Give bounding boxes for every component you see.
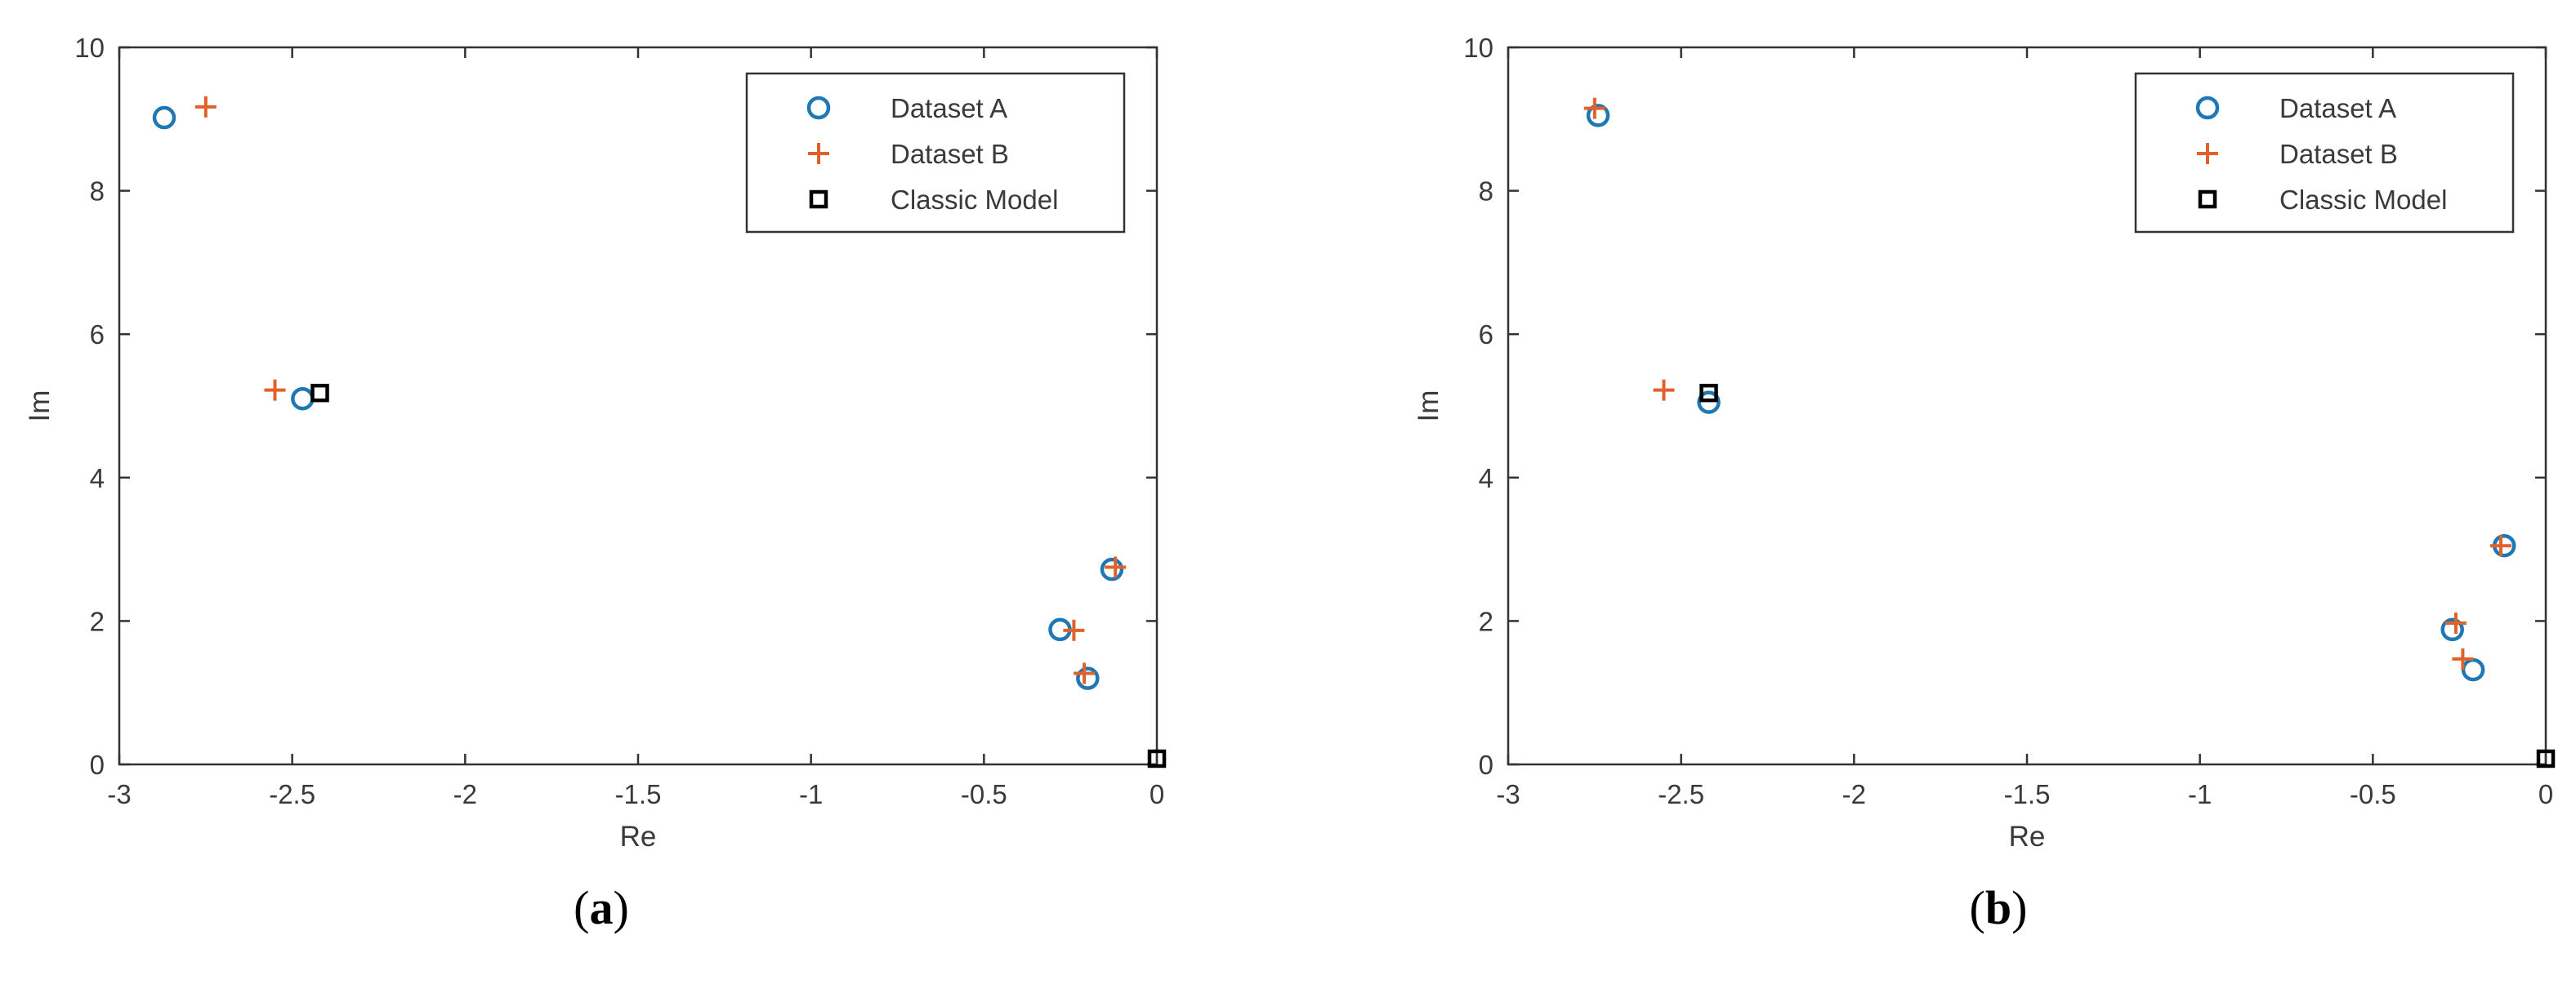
y-axis-label: Im	[1413, 390, 1444, 422]
x-tick-label: -1.5	[615, 779, 662, 809]
x-tick-label: -1	[2188, 779, 2212, 809]
data-point-square-series-3	[310, 383, 329, 403]
data-point-square-series-3	[1147, 749, 1167, 768]
x-tick-label: -2.5	[269, 779, 315, 809]
legend-marker-plus	[808, 143, 829, 164]
panel-label-a-open: (	[574, 881, 590, 934]
y-tick-label: 4	[1479, 463, 1493, 493]
legend-entry-label: Classic Model	[891, 185, 1058, 215]
data-point-circle-series-1	[1586, 104, 1610, 127]
y-tick-label: 0	[1479, 750, 1493, 780]
panel-label-a-letter: a	[589, 881, 614, 934]
x-tick-label: 0	[1150, 779, 1164, 809]
y-tick-label: 10	[74, 33, 105, 63]
legend-marker-square	[809, 189, 828, 209]
data-point-circle-series-1	[1076, 666, 1100, 690]
data-point-plus-series-2	[2444, 613, 2467, 635]
panel-label-b-letter: b	[1984, 881, 2012, 934]
data-point-circle-series-1	[1100, 557, 1124, 581]
x-tick-label: -1	[799, 779, 823, 809]
y-tick-label: 10	[1463, 33, 1493, 63]
panel-label-b-close: )	[2011, 881, 2028, 934]
x-tick-label: -3	[107, 779, 131, 809]
panel-label-a: (a)	[520, 880, 683, 935]
legend-entry-label: Dataset B	[891, 139, 1009, 169]
y-tick-label: 8	[1479, 176, 1493, 207]
data-point-plus-series-2	[1105, 556, 1127, 578]
data-point-circle-series-1	[2440, 617, 2464, 642]
legend-marker-circle	[806, 96, 831, 120]
data-point-plus-series-2	[2452, 648, 2474, 670]
data-point-circle-series-1	[152, 105, 176, 130]
y-axis-label: Im	[24, 390, 56, 422]
data-point-circle-series-1	[1697, 390, 1721, 414]
data-point-plus-series-2	[1653, 379, 1675, 401]
x-axis-label: Re	[620, 821, 657, 853]
y-tick-label: 2	[90, 606, 105, 636]
y-tick-label: 8	[90, 176, 105, 207]
chart-a: -3 -2.5 -2 -1.5 -1 -0.5 0 0 2 4 6 8 10 Re Im Dataset A D…	[24, 33, 1167, 853]
legend-entry-label: Classic Model	[2279, 185, 2447, 215]
y-tick-label: 0	[90, 750, 105, 780]
legend-entry-label: Dataset A	[891, 93, 1007, 123]
y-tick-label: 2	[1479, 606, 1493, 636]
data-point-plus-series-2	[194, 96, 217, 118]
y-tick-label: 6	[1479, 319, 1493, 350]
x-axis-label: Re	[2009, 821, 2046, 853]
x-tick-label: -2.5	[1658, 779, 1704, 809]
x-tick-label: -1.5	[2004, 779, 2051, 809]
data-point-plus-series-2	[264, 379, 286, 401]
legend-entry-label: Dataset B	[2279, 139, 2398, 169]
panel-label-b: (b)	[1917, 880, 2080, 935]
data-point-plus-series-2	[1074, 662, 1096, 684]
x-tick-label: -2	[1842, 779, 1866, 809]
chart-b: -3 -2.5 -2 -1.5 -1 -0.5 0 0 2 4 6 8 10 Re Im Dataset A D…	[1413, 33, 2556, 853]
data-point-square-series-3	[1699, 383, 1718, 403]
legend-marker-plus	[2197, 143, 2218, 164]
x-tick-label: -0.5	[961, 779, 1007, 809]
data-point-square-series-3	[2536, 749, 2556, 768]
x-tick-label: -3	[1496, 779, 1520, 809]
data-point-plus-series-2	[1063, 619, 1085, 641]
x-tick-label: 0	[2538, 779, 2553, 809]
x-tick-label: -0.5	[2350, 779, 2396, 809]
y-tick-label: 4	[90, 463, 105, 493]
panel-label-b-open: (	[1969, 881, 1985, 934]
data-point-plus-series-2	[2489, 535, 2511, 557]
legend-marker-circle	[2195, 96, 2220, 120]
x-tick-label: -2	[453, 779, 477, 809]
panel-label-a-close: )	[613, 881, 629, 934]
y-tick-label: 6	[90, 319, 105, 350]
data-point-plus-series-2	[1583, 97, 1605, 119]
legend-marker-square	[2198, 189, 2217, 209]
legend-entry-label: Dataset A	[2279, 93, 2396, 123]
